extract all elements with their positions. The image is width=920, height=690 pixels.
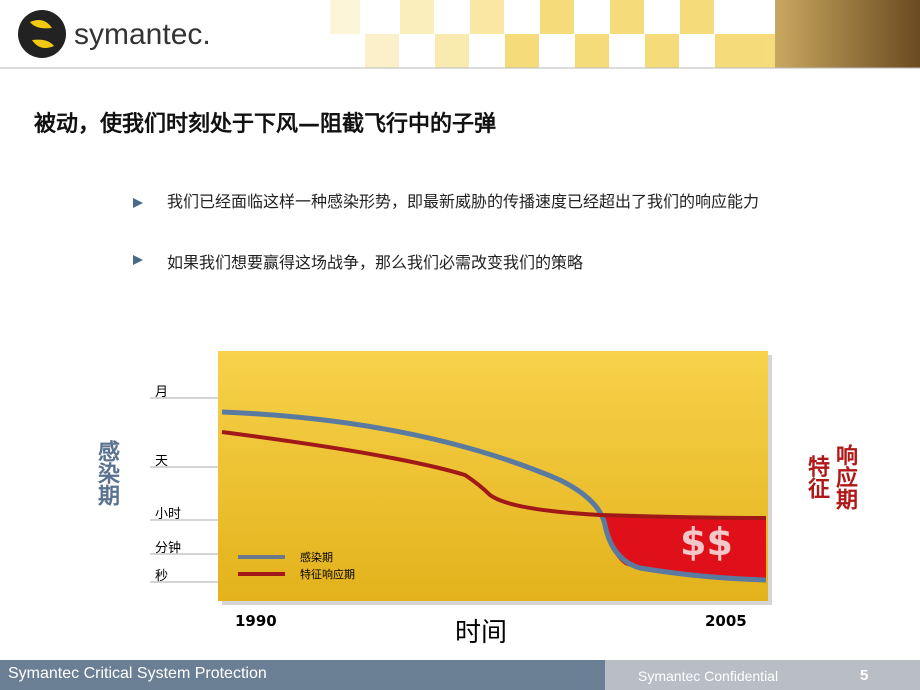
y-lines [150,397,218,583]
gap-area [600,515,766,580]
confidential: Symantec Confidential [638,668,779,684]
footer-left [0,660,605,690]
y-label: 分钟 [155,541,182,556]
x-label: 1990 [235,612,277,630]
footer-text: Symantec Critical System Protection [8,665,267,682]
y-label: 月 [155,385,169,400]
logo-mark [18,10,66,58]
money: $$ [680,520,733,564]
x-label: 2005 [705,612,747,630]
y-label: 小时 [155,507,182,522]
bullet: 如果我们想要赢得这场战争，那么我们必需改变我们的策略 [167,253,584,272]
page-number: 5 [860,667,869,684]
photo [775,0,920,68]
bullet: 我们已经面临这样一种感染形势，即最新威胁的传播速度已经超出了我们的响应能力 [167,192,760,211]
y-label: 天 [155,454,169,469]
left-axis-title: 感染期 [94,440,119,506]
title: 被动，使我们时刻处于下风—阻截飞行中的子弹 [34,112,497,137]
mosaic [330,0,775,68]
right-axis-title: 特征 [804,455,829,499]
response-curve [221,430,767,520]
legend-label: 感染期 [300,551,333,564]
y-label: 秒 [155,569,169,584]
logo: symantec. [74,18,211,51]
infection-curve [221,409,767,583]
x-axis-title: 时间 [455,618,508,648]
legend-label: 特征响应期 [300,568,355,581]
right-axis-title: 响应期 [832,444,857,510]
footer-right [605,660,920,690]
